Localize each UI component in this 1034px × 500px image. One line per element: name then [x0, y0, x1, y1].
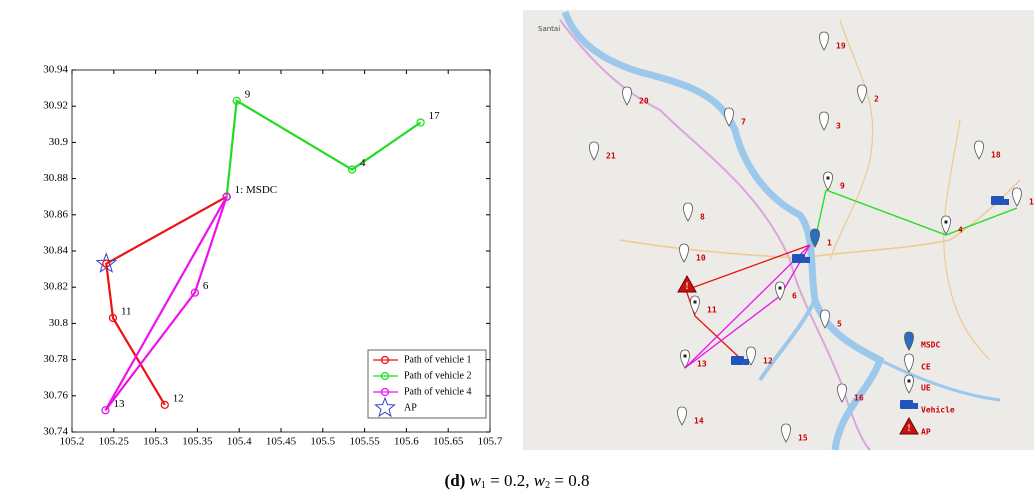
y-tick-label: 30.94 [43, 64, 68, 76]
map-node-label: 11 [707, 306, 717, 315]
figure: Santai (d) w1 = 0.2, w2 = 0.8 105.2105.2… [0, 0, 1034, 495]
map-legend-label: CE [921, 363, 931, 372]
caption-part: (d) [445, 471, 466, 490]
legend-label: AP [404, 402, 417, 413]
pin-dot [827, 177, 830, 180]
caption-part: w [534, 471, 546, 490]
map-node-label: 18 [991, 151, 1001, 160]
vehicle-icon [744, 359, 749, 365]
y-tick-label: 30.84 [43, 245, 68, 257]
vehicle-icon [991, 196, 1004, 205]
vehicle-icon [913, 403, 918, 409]
caption-part: = 0.2, [486, 471, 534, 490]
y-tick-label: 30.92 [43, 100, 68, 112]
legend-label: Path of vehicle 2 [404, 370, 471, 381]
y-tick-label: 30.82 [43, 281, 68, 293]
map-node-label: 1 [1029, 198, 1034, 207]
map-legend-label: Vehicle [921, 405, 955, 415]
vehicle-icon [900, 400, 913, 409]
map-node-label: 12 [763, 357, 773, 366]
map-node-label: 20 [639, 97, 649, 106]
map-node-label: 13 [697, 360, 707, 369]
point-label: 17 [429, 110, 441, 122]
map-node-label: 1 [827, 239, 832, 248]
legend-label: Path of vehicle 4 [404, 386, 471, 397]
x-tick-label: 105.5 [310, 436, 335, 448]
x-tick-label: 105.45 [266, 436, 297, 448]
y-tick-label: 30.76 [43, 389, 68, 401]
page: {"chart_data": {"type": "line", "xlim": … [0, 0, 1034, 495]
legend-label: Path of vehicle 1 [404, 354, 471, 365]
vehicle-icon [792, 254, 805, 263]
map-node-label: 16 [854, 394, 864, 403]
map-node-label: 8 [700, 213, 705, 222]
pin-dot [779, 287, 782, 290]
y-tick-label: 30.74 [43, 426, 68, 438]
map-node-label: 9 [840, 182, 845, 191]
map-node-label: 15 [798, 434, 808, 443]
pin-dot [945, 221, 948, 224]
map-node-label: 5 [837, 320, 842, 329]
x-tick-label: 105.35 [182, 436, 213, 448]
ap-icon-mark: ! [908, 423, 911, 433]
path-line [227, 101, 421, 197]
map-legend-label: UE [921, 384, 931, 393]
pin-dot [694, 301, 697, 304]
x-tick-label: 105.65 [433, 436, 464, 448]
map-node-label: 10 [696, 254, 706, 263]
map-legend-label: AP [921, 428, 931, 437]
point-label: 4 [360, 157, 366, 169]
caption: (d) w1 = 0.2, w2 = 0.8 [445, 471, 590, 491]
path-line [105, 197, 226, 411]
point-label: 12 [173, 392, 184, 404]
map-node-label: 21 [606, 152, 616, 161]
x-tick-label: 105.55 [349, 436, 380, 448]
vehicle-icon [805, 257, 810, 263]
caption-part: w [470, 471, 482, 490]
x-tick-label: 105.25 [99, 436, 130, 448]
x-tick-label: 105.4 [227, 436, 252, 448]
pin-dot [908, 380, 911, 383]
x-tick-label: 105.7 [478, 436, 503, 448]
map-node-label: 4 [958, 226, 963, 235]
map-legend-label: MSDC [921, 341, 940, 350]
map-node-label: 14 [694, 417, 704, 426]
point-label: 6 [203, 280, 209, 292]
y-tick-label: 30.8 [49, 317, 69, 329]
y-tick-label: 30.78 [43, 353, 68, 365]
x-tick-label: 105.6 [394, 436, 419, 448]
pin-dot [684, 355, 687, 358]
point-label: 9 [245, 88, 251, 100]
map-node-label: 7 [741, 118, 746, 127]
map-node-label: 2 [874, 95, 879, 104]
point-label: 1: MSDC [235, 184, 278, 196]
vehicle-icon [731, 356, 744, 365]
map-node-label: 19 [836, 42, 846, 51]
caption-part: = 0.8 [550, 471, 589, 490]
ap-icon-mark: ! [686, 281, 689, 291]
y-tick-label: 30.86 [43, 208, 68, 220]
map-town: Santai [538, 25, 560, 33]
y-tick-label: 30.88 [43, 172, 68, 184]
x-tick-label: 105.3 [143, 436, 168, 448]
map-node-label: 6 [792, 292, 797, 301]
vehicle-icon [1004, 199, 1009, 205]
point-label: 11 [121, 306, 132, 318]
y-tick-label: 30.9 [49, 136, 69, 148]
map-node-label: 3 [836, 122, 841, 131]
point-label: 13 [113, 398, 125, 410]
